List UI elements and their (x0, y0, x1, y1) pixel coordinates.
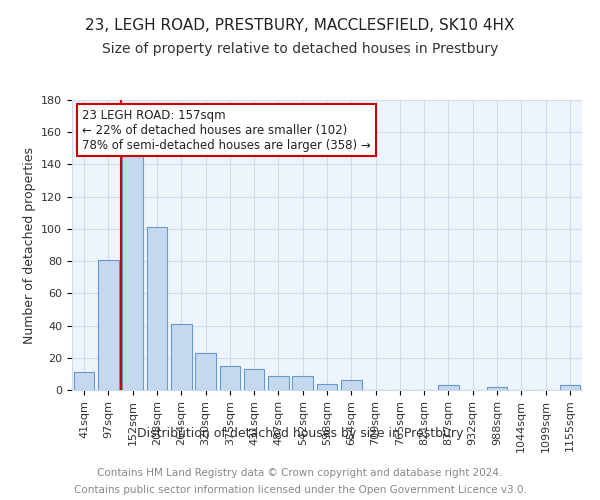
Bar (122, 156, 143, 390)
Bar (74, 372, 94, 390)
Text: Contains public sector information licensed under the Open Government Licence v3: Contains public sector information licen… (74, 485, 526, 495)
Bar (560, 385, 580, 390)
Bar (171, 324, 191, 390)
Y-axis label: Number of detached properties: Number of detached properties (23, 146, 35, 344)
Text: 23, LEGH ROAD, PRESTBURY, MACCLESFIELD, SK10 4HX: 23, LEGH ROAD, PRESTBURY, MACCLESFIELD, … (85, 18, 515, 32)
Text: Size of property relative to detached houses in Prestbury: Size of property relative to detached ho… (102, 42, 498, 56)
Bar (98, 260, 119, 390)
Text: 23 LEGH ROAD: 157sqm
← 22% of detached houses are smaller (102)
78% of semi-deta: 23 LEGH ROAD: 157sqm ← 22% of detached h… (82, 108, 371, 152)
Bar (268, 376, 289, 390)
Text: Distribution of detached houses by size in Prestbury: Distribution of detached houses by size … (137, 428, 463, 440)
Bar (244, 369, 265, 390)
Bar (195, 353, 216, 390)
Bar (220, 366, 240, 390)
Bar (341, 380, 362, 390)
Bar (292, 376, 313, 390)
Bar (317, 384, 337, 390)
Bar (146, 228, 167, 390)
Bar (438, 385, 459, 390)
Text: Contains HM Land Registry data © Crown copyright and database right 2024.: Contains HM Land Registry data © Crown c… (97, 468, 503, 477)
Bar (487, 387, 508, 390)
